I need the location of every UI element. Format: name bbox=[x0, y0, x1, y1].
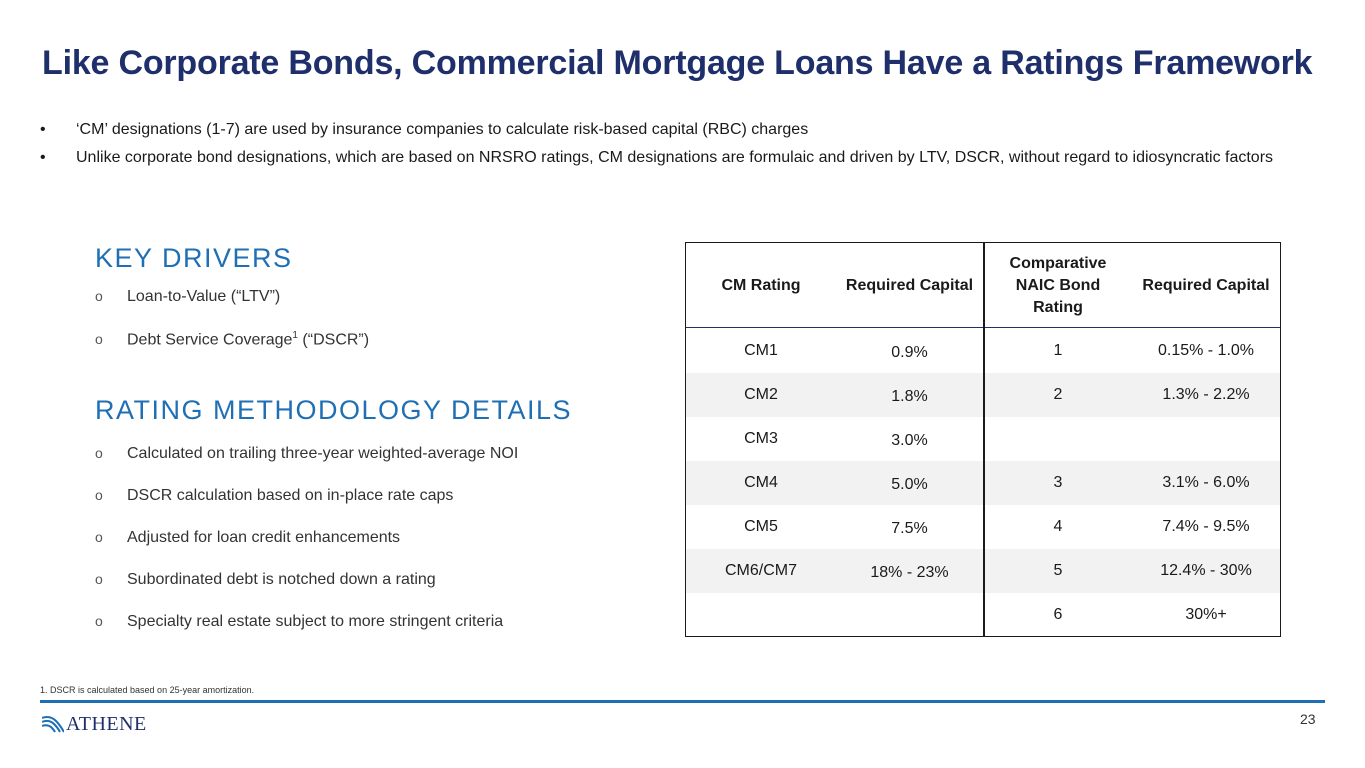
bullet-dot: • bbox=[40, 149, 46, 166]
table-cell: 0.15% - 1.0% bbox=[1157, 342, 1255, 359]
bullet-dot: • bbox=[40, 121, 46, 138]
table-cell: 5 bbox=[1053, 562, 1063, 579]
methodology-item: o Subordinated debt is notched down a rat… bbox=[95, 571, 436, 589]
methodology-item: o Specialty real estate subject to more s… bbox=[95, 613, 503, 631]
logo-wave-icon bbox=[42, 716, 64, 733]
key-driver-text-suffix: (“DSCR”) bbox=[297, 331, 370, 349]
table-cell: 12.4% - 30% bbox=[1160, 562, 1252, 579]
table-cell: CM5 bbox=[744, 518, 778, 535]
table-cell bbox=[1132, 417, 1280, 461]
table-header: CM Rating Required Capital Comparative N… bbox=[686, 243, 1280, 328]
table-row: CM5 7.5% 4 7.4% - 9.5% bbox=[686, 505, 1280, 549]
table-cell bbox=[836, 595, 983, 639]
table-cell: CM1 bbox=[744, 342, 778, 359]
page-number: 23 bbox=[1300, 711, 1316, 727]
table-cell: CM6/CM7 bbox=[724, 562, 797, 579]
table-cell bbox=[686, 593, 836, 637]
table-cell: 1.3% - 2.2% bbox=[1162, 386, 1250, 403]
methodology-item: o Adjusted for loan credit enhancements bbox=[95, 529, 400, 547]
key-driver-item: o Debt Service Coverage1 (“DSCR”) bbox=[95, 330, 369, 349]
table-cell bbox=[984, 417, 1132, 461]
table-cell: 7.4% - 9.5% bbox=[1162, 518, 1250, 535]
table-row: 6 30%+ bbox=[686, 593, 1280, 637]
table-row: CM3 3.0% bbox=[686, 417, 1280, 461]
table-cell: 1.8% bbox=[891, 388, 928, 405]
table-cell: 30%+ bbox=[1185, 606, 1227, 623]
athene-logo: ATHENE bbox=[42, 713, 147, 735]
bullet-text: Unlike corporate bond designations, whic… bbox=[76, 149, 1274, 166]
methodology-text: Subordinated debt is notched down a rati… bbox=[127, 571, 436, 588]
table-cell: 0.9% bbox=[891, 344, 928, 361]
sub-bullet: o bbox=[95, 331, 103, 348]
key-driver-item: o Loan-to-Value (“LTV”) bbox=[95, 288, 280, 306]
table-cell: CM2 bbox=[744, 386, 778, 403]
table-cell: 5.0% bbox=[891, 476, 928, 493]
bullet-text: ‘CM’ designations (1-7) are used by insu… bbox=[76, 121, 809, 138]
table-cell: 2 bbox=[1053, 386, 1063, 403]
ratings-table: CM Rating Required Capital Comparative N… bbox=[685, 242, 1281, 637]
sub-bullet: o bbox=[95, 445, 103, 461]
table-cell: 18% - 23% bbox=[870, 564, 949, 581]
intro-bullets: • ‘CM’ designations (1-7) are used by ins… bbox=[40, 118, 1330, 174]
sub-bullet: o bbox=[95, 288, 103, 304]
key-driver-text: Debt Service Coverage bbox=[127, 331, 293, 349]
header-cell: Required Capital bbox=[1142, 276, 1270, 294]
table-row: CM1 0.9% 1 0.15% - 1.0% bbox=[686, 329, 1280, 373]
methodology-item: o Calculated on trailing three-year weigh… bbox=[95, 445, 518, 463]
table-cell: 1 bbox=[1053, 342, 1063, 359]
page-title: Like Corporate Bonds, Commercial Mortgag… bbox=[42, 44, 1313, 82]
methodology-item: o DSCR calculation based on in-place rate… bbox=[95, 487, 453, 505]
header-cell: Required Capital bbox=[845, 276, 974, 294]
table-cell: 3 bbox=[1053, 474, 1063, 491]
table-cell: CM4 bbox=[744, 474, 778, 491]
sub-bullet: o bbox=[95, 613, 103, 629]
methodology-heading: RATING METHODOLOGY DETAILS bbox=[95, 395, 573, 425]
key-driver-text: Loan-to-Value (“LTV”) bbox=[127, 288, 281, 305]
methodology-text: DSCR calculation based on in-place rate … bbox=[127, 487, 454, 504]
bullet-item: • ‘CM’ designations (1-7) are used by ins… bbox=[40, 118, 1330, 141]
table-cell: CM3 bbox=[744, 430, 778, 447]
methodology-text: Specialty real estate subject to more st… bbox=[127, 613, 504, 630]
table-cell: 3.1% - 6.0% bbox=[1162, 474, 1250, 491]
table-divider bbox=[983, 243, 985, 636]
sub-bullet: o bbox=[95, 571, 103, 587]
header-cell: CM Rating bbox=[721, 276, 801, 294]
sub-bullet: o bbox=[95, 529, 103, 545]
methodology-text: Adjusted for loan credit enhancements bbox=[127, 529, 401, 546]
methodology-text: Calculated on trailing three-year weight… bbox=[127, 445, 519, 462]
table-cell: 7.5% bbox=[891, 520, 928, 537]
footnote: 1. DSCR is calculated based on 25-year a… bbox=[40, 685, 255, 695]
key-drivers-heading: KEY DRIVERS bbox=[95, 243, 293, 273]
table-cell: 6 bbox=[1053, 606, 1063, 623]
footer-rule bbox=[40, 700, 1325, 703]
bullet-item: • Unlike corporate bond designations, whi… bbox=[40, 146, 1330, 169]
header-cell: Comparative NAIC Bond Rating bbox=[1009, 254, 1107, 316]
table-cell: 4 bbox=[1053, 518, 1063, 535]
footnote-marker: 1 bbox=[292, 330, 298, 341]
table-cell: 3.0% bbox=[891, 432, 928, 449]
logo-text: ATHENE bbox=[66, 712, 147, 735]
sub-bullet: o bbox=[95, 487, 103, 503]
